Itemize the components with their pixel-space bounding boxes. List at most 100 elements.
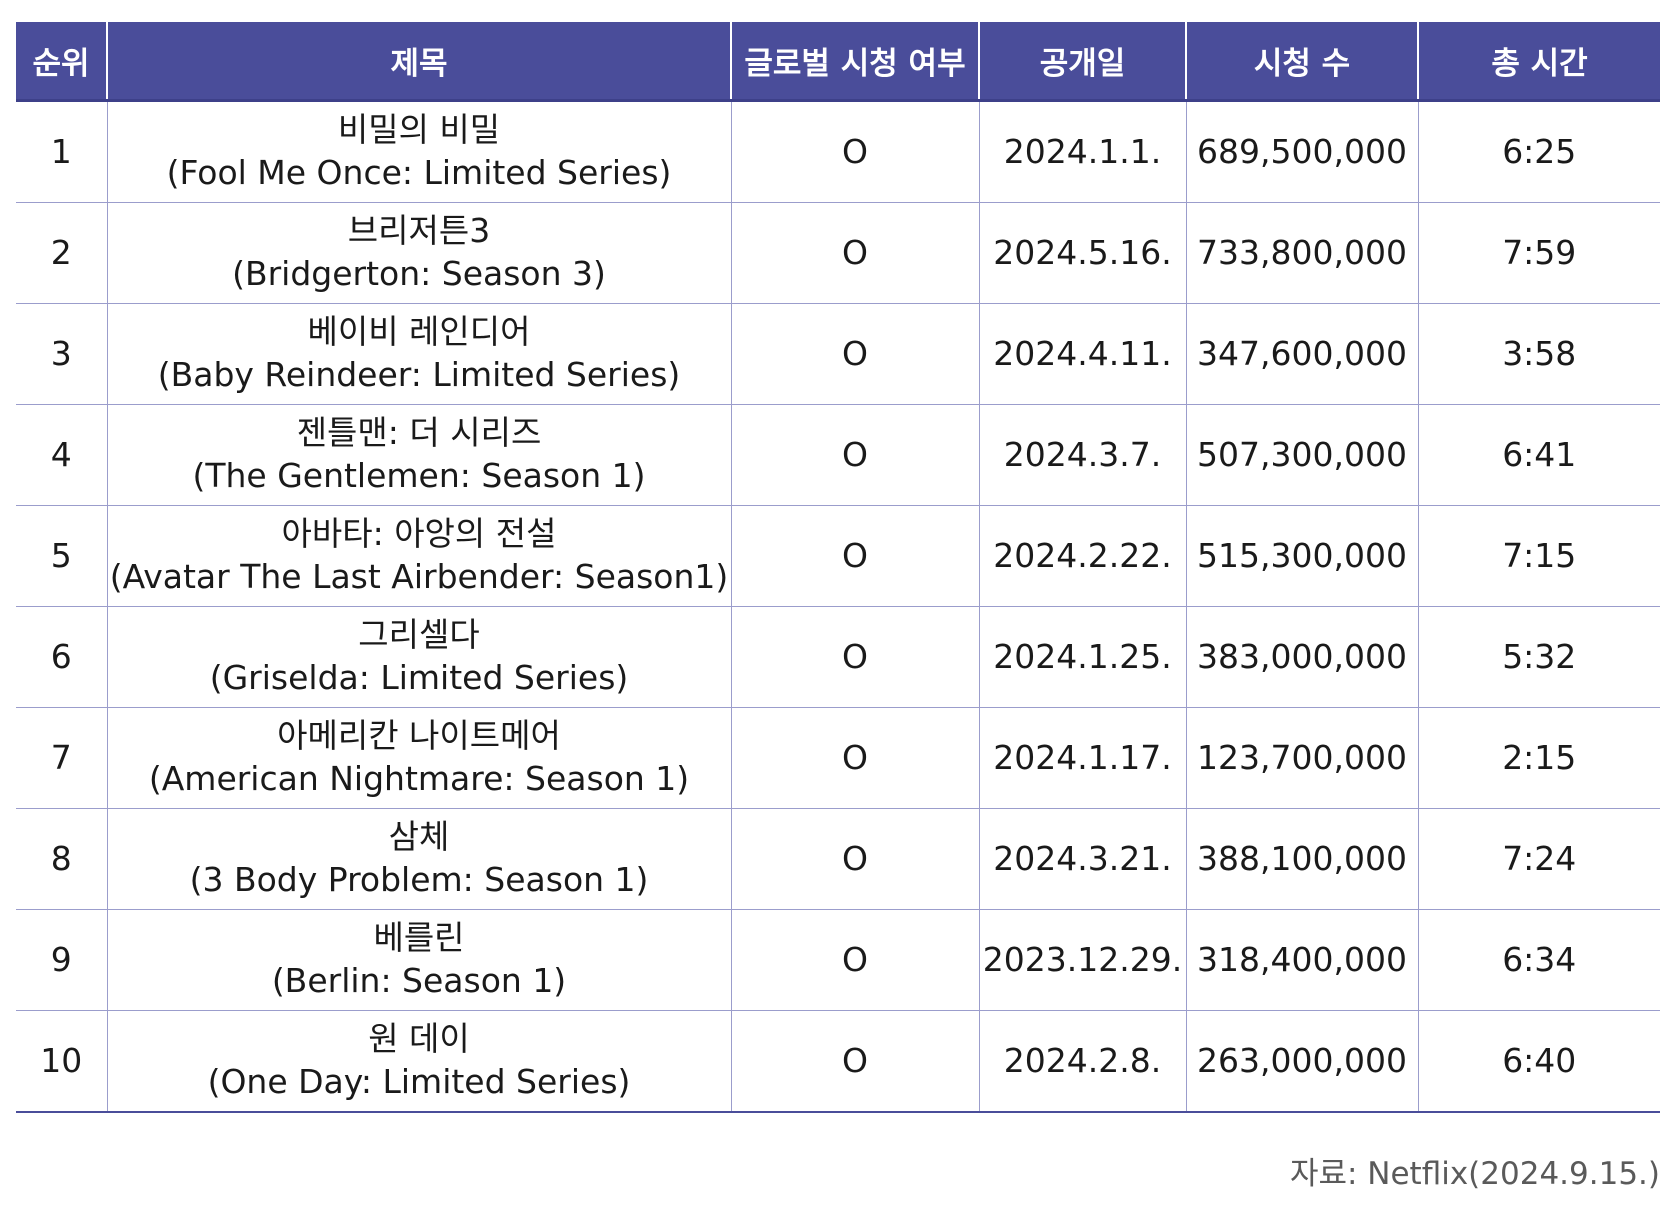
cell-total-hours: 7:59: [1417, 202, 1660, 304]
cell-views: 689,500,000: [1185, 100, 1418, 203]
title-korean: 브리저튼3: [347, 211, 491, 251]
cell-rank: 4: [16, 404, 107, 506]
table-row: 2 브리저튼3 (Bridgerton: Season 3) O 2024.5.16. 7…: [16, 202, 1660, 304]
header-row: 순위 제목 글로벌 시청 여부 공개일 시청 수 총 시간: [16, 22, 1660, 102]
title-korean: 원 데이: [368, 1019, 470, 1059]
header-release-date: 공개일: [978, 22, 1186, 102]
header-rank: 순위: [16, 22, 107, 102]
cell-title: 아바타: 아앙의 전설 (Avatar The Last Airbender: S…: [106, 505, 731, 607]
header-total-hours: 총 시간: [1417, 22, 1660, 102]
cell-views: 515,300,000: [1185, 505, 1418, 607]
cell-views: 733,800,000: [1185, 202, 1418, 304]
title-english: (The Gentlemen: Season 1): [192, 456, 646, 495]
netflix-ranking-table-container: 순위 제목 글로벌 시청 여부 공개일 시청 수 총 시간 1 비밀의 비밀 (Fo…: [16, 22, 1660, 1113]
source-note: 자료: Netflix(2024.9.15.): [1289, 1156, 1660, 1192]
cell-views: 263,000,000: [1185, 1010, 1418, 1113]
title-english: (One Day: Limited Series): [207, 1062, 631, 1101]
cell-total-hours: 6:41: [1417, 404, 1660, 506]
cell-release-date: 2024.1.25.: [978, 606, 1186, 708]
header-views: 시청 수: [1185, 22, 1418, 102]
table-row: 6 그리셀다 (Griselda: Limited Series) O 2024.1.2…: [16, 606, 1660, 708]
cell-rank: 1: [16, 100, 107, 203]
cell-views: 507,300,000: [1185, 404, 1418, 506]
cell-release-date: 2024.3.21.: [978, 808, 1186, 910]
title-english: (Griselda: Limited Series): [209, 658, 629, 697]
table-row: 9 베를린 (Berlin: Season 1) O 2023.12.29. 318,40…: [16, 909, 1660, 1011]
table-row: 8 삼체 (3 Body Problem: Season 1) O 2024.3.21.…: [16, 808, 1660, 910]
title-english: (Fool Me Once: Limited Series): [166, 153, 672, 192]
title-korean: 그리셀다: [358, 615, 480, 655]
cell-views: 347,600,000: [1185, 303, 1418, 405]
table-body: 1 비밀의 비밀 (Fool Me Once: Limited Series) O 20…: [16, 100, 1660, 1113]
cell-release-date: 2024.2.8.: [978, 1010, 1186, 1113]
cell-rank: 8: [16, 808, 107, 910]
cell-global: O: [730, 303, 979, 405]
cell-rank: 5: [16, 505, 107, 607]
netflix-ranking-table: 순위 제목 글로벌 시청 여부 공개일 시청 수 총 시간 1 비밀의 비밀 (Fo…: [16, 22, 1660, 1113]
table-row: 4 젠틀맨: 더 시리즈 (The Gentlemen: Season 1) O 202…: [16, 404, 1660, 506]
title-korean: 아메리칸 나이트메어: [277, 716, 561, 756]
cell-rank: 7: [16, 707, 107, 809]
cell-views: 123,700,000: [1185, 707, 1418, 809]
cell-release-date: 2023.12.29.: [978, 909, 1186, 1011]
cell-total-hours: 5:32: [1417, 606, 1660, 708]
table-header: 순위 제목 글로벌 시청 여부 공개일 시청 수 총 시간: [16, 22, 1660, 102]
cell-title: 베를린 (Berlin: Season 1): [106, 909, 731, 1011]
table-row: 1 비밀의 비밀 (Fool Me Once: Limited Series) O 20…: [16, 100, 1660, 203]
cell-title: 비밀의 비밀 (Fool Me Once: Limited Series): [106, 100, 731, 203]
title-korean: 젠틀맨: 더 시리즈: [296, 413, 542, 453]
title-korean: 아바타: 아앙의 전설: [281, 514, 557, 554]
title-korean: 비밀의 비밀: [337, 110, 501, 150]
cell-title: 젠틀맨: 더 시리즈 (The Gentlemen: Season 1): [106, 404, 731, 506]
cell-total-hours: 7:24: [1417, 808, 1660, 910]
title-english: (3 Body Problem: Season 1): [189, 860, 649, 899]
title-english: (Bridgerton: Season 3): [232, 254, 606, 293]
cell-global: O: [730, 606, 979, 708]
cell-views: 388,100,000: [1185, 808, 1418, 910]
cell-title: 삼체 (3 Body Problem: Season 1): [106, 808, 731, 910]
cell-global: O: [730, 202, 979, 304]
table-row: 10 원 데이 (One Day: Limited Series) O 2024.2.8…: [16, 1010, 1660, 1113]
cell-release-date: 2024.3.7.: [978, 404, 1186, 506]
cell-global: O: [730, 707, 979, 809]
cell-views: 383,000,000: [1185, 606, 1418, 708]
title-korean: 베를린: [373, 918, 465, 958]
cell-release-date: 2024.4.11.: [978, 303, 1186, 405]
cell-release-date: 2024.1.17.: [978, 707, 1186, 809]
cell-total-hours: 3:58: [1417, 303, 1660, 405]
cell-global: O: [730, 808, 979, 910]
cell-rank: 9: [16, 909, 107, 1011]
header-title: 제목: [106, 22, 731, 102]
cell-rank: 10: [16, 1010, 107, 1113]
cell-total-hours: 2:15: [1417, 707, 1660, 809]
cell-views: 318,400,000: [1185, 909, 1418, 1011]
title-korean: 삼체: [388, 817, 450, 857]
cell-title: 원 데이 (One Day: Limited Series): [106, 1010, 731, 1113]
cell-total-hours: 6:34: [1417, 909, 1660, 1011]
cell-release-date: 2024.2.22.: [978, 505, 1186, 607]
cell-rank: 2: [16, 202, 107, 304]
title-english: (Berlin: Season 1): [271, 961, 567, 1000]
cell-title: 그리셀다 (Griselda: Limited Series): [106, 606, 731, 708]
cell-title: 브리저튼3 (Bridgerton: Season 3): [106, 202, 731, 304]
cell-title: 베이비 레인디어 (Baby Reindeer: Limited Series): [106, 303, 731, 405]
cell-total-hours: 7:15: [1417, 505, 1660, 607]
cell-title: 아메리칸 나이트메어 (American Nightmare: Season 1): [106, 707, 731, 809]
title-english: (American Nightmare: Season 1): [148, 759, 690, 798]
title-english: (Avatar The Last Airbender: Season1): [109, 557, 729, 596]
cell-global: O: [730, 100, 979, 203]
cell-rank: 6: [16, 606, 107, 708]
cell-total-hours: 6:40: [1417, 1010, 1660, 1113]
header-global: 글로벌 시청 여부: [730, 22, 979, 102]
cell-global: O: [730, 1010, 979, 1113]
cell-release-date: 2024.5.16.: [978, 202, 1186, 304]
cell-global: O: [730, 404, 979, 506]
cell-rank: 3: [16, 303, 107, 405]
table-row: 7 아메리칸 나이트메어 (American Nightmare: Season 1…: [16, 707, 1660, 809]
cell-global: O: [730, 505, 979, 607]
title-korean: 베이비 레인디어: [307, 312, 531, 352]
table-row: 3 베이비 레인디어 (Baby Reindeer: Limited Series)…: [16, 303, 1660, 405]
table-row: 5 아바타: 아앙의 전설 (Avatar The Last Airbender: …: [16, 505, 1660, 607]
cell-total-hours: 6:25: [1417, 100, 1660, 203]
cell-global: O: [730, 909, 979, 1011]
